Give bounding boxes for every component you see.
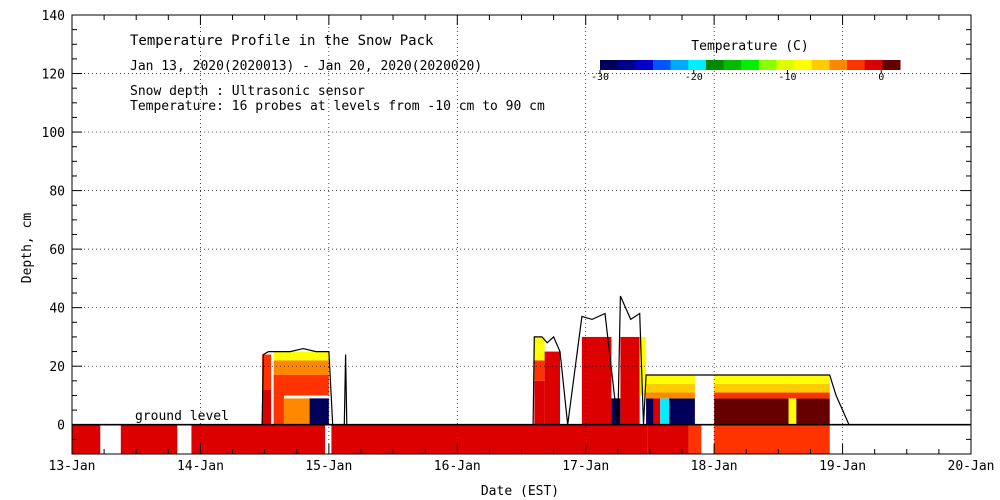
- heatmap-cell-28: [646, 383, 695, 393]
- heatmap-cell-30: [714, 398, 789, 425]
- colorbar-swatch: [882, 60, 901, 70]
- colorbar-swatch: [741, 60, 760, 70]
- heatmap-cell-12: [273, 374, 329, 396]
- x-tick-label: 15-Jan: [305, 459, 352, 474]
- heatmap-cell-32: [796, 398, 830, 425]
- y-tick-label: 60: [49, 243, 65, 258]
- x-tick-label: 13-Jan: [49, 459, 96, 474]
- ground-level-label: ground level: [135, 409, 229, 424]
- colorbar-swatch: [794, 60, 813, 70]
- heatmap-cell-29: [646, 374, 695, 384]
- heatmap-cell-7: [262, 389, 272, 425]
- heatmap-cell-27: [646, 392, 695, 399]
- y-tick-label: 140: [42, 9, 65, 24]
- colorbar-swatch: [617, 60, 636, 70]
- heatmap-cell-33: [714, 392, 830, 399]
- heatmap-cell-15: [534, 380, 545, 425]
- heatmap-cell-34: [714, 383, 830, 393]
- y-tick-label: 80: [49, 185, 65, 200]
- note-snow-depth: Snow depth : Ultrasonic sensor: [130, 84, 365, 99]
- heatmap-cell-8: [262, 354, 272, 390]
- note-temperature: Temperature: 16 probes at levels from -1…: [130, 99, 545, 114]
- heatmap-cell-17: [534, 336, 545, 361]
- x-tick-label: 14-Jan: [177, 459, 224, 474]
- colorbar-swatch: [758, 60, 777, 70]
- colorbar-swatch: [670, 60, 689, 70]
- colorbar-swatch: [864, 60, 883, 70]
- plot-frame: [71, 14, 972, 455]
- heatmap-cell-24: [653, 398, 661, 425]
- colorbar-tick-label: -10: [778, 72, 796, 83]
- chart-subtitle: Jan 13, 2020(2020013) - Jan 20, 2020(202…: [130, 59, 482, 74]
- heatmap-cells: [72, 336, 830, 454]
- heatmap-cell-22: [639, 336, 647, 396]
- tick-labels: 13-Jan 14-Jan 15-Jan 16-Jan 17-Jan 18-Jan 19-J…: [42, 9, 995, 474]
- heatmap-cell-35: [714, 374, 830, 384]
- x-tick-label: 19-Jan: [819, 459, 866, 474]
- heatmap-cell-2: [191, 424, 326, 454]
- y-tick-label: 0: [57, 419, 65, 434]
- colorbar-swatch: [776, 60, 795, 70]
- colorbar-swatch: [829, 60, 848, 70]
- heatmap-cell-18: [544, 351, 561, 425]
- colorbar-tick-label: 0: [878, 72, 884, 83]
- heatmap-cell-13: [273, 360, 329, 375]
- heatmap-cell-25: [660, 398, 670, 425]
- snow-depth-line: [261, 295, 869, 426]
- x-tick-label: 20-Jan: [948, 459, 995, 474]
- heatmap-cell-21: [620, 336, 640, 425]
- x-tick-label: 16-Jan: [434, 459, 481, 474]
- colorbar-swatch: [652, 60, 672, 70]
- colorbar-swatch: [847, 60, 866, 70]
- heatmap-cell-16: [534, 360, 545, 381]
- heatmap-cell-31: [788, 398, 797, 425]
- x-tick-label: 18-Jan: [691, 459, 738, 474]
- snow-depth-series: [261, 295, 869, 426]
- heatmap-cell-19: [581, 336, 612, 425]
- colorbar-swatch: [635, 60, 654, 70]
- colorbar-tick-label: -20: [685, 72, 703, 83]
- colorbar: -30 -20 -10 0: [591, 60, 901, 83]
- colorbar-swatch: [688, 60, 707, 70]
- axis-ticks: [71, 14, 972, 455]
- y-axis-label: Depth, cm: [20, 213, 35, 284]
- colorbar-swatch: [600, 60, 619, 70]
- heatmap-cell-9: [273, 395, 284, 425]
- heatmap-cell-26: [669, 398, 695, 425]
- y-tick-label: 100: [42, 126, 65, 141]
- x-tick-label: 17-Jan: [562, 459, 609, 474]
- heatmap-cell-23: [646, 398, 654, 425]
- heatmap-cell-10: [283, 398, 310, 425]
- heatmap-cell-1: [120, 424, 178, 454]
- colorbar-swatch: [705, 60, 725, 70]
- x-axis-label: Date (EST): [481, 484, 559, 499]
- chart-title: Temperature Profile in the Snow Pack: [130, 33, 434, 49]
- y-tick-label: 20: [49, 360, 65, 375]
- heatmap-cell-6: [714, 424, 830, 454]
- colorbar-tick-label: -30: [591, 72, 609, 83]
- colorbar-swatch: [811, 60, 830, 70]
- colorbar-title: Temperature (C): [691, 39, 808, 54]
- heatmap-cell-11: [309, 398, 329, 425]
- heatmap-cell-14: [273, 351, 329, 361]
- colorbar-swatch: [723, 60, 742, 70]
- heatmap-cell-5: [688, 424, 702, 454]
- y-tick-label: 120: [42, 68, 65, 83]
- y-tick-label: 40: [49, 302, 65, 317]
- grid-lines: [72, 15, 971, 454]
